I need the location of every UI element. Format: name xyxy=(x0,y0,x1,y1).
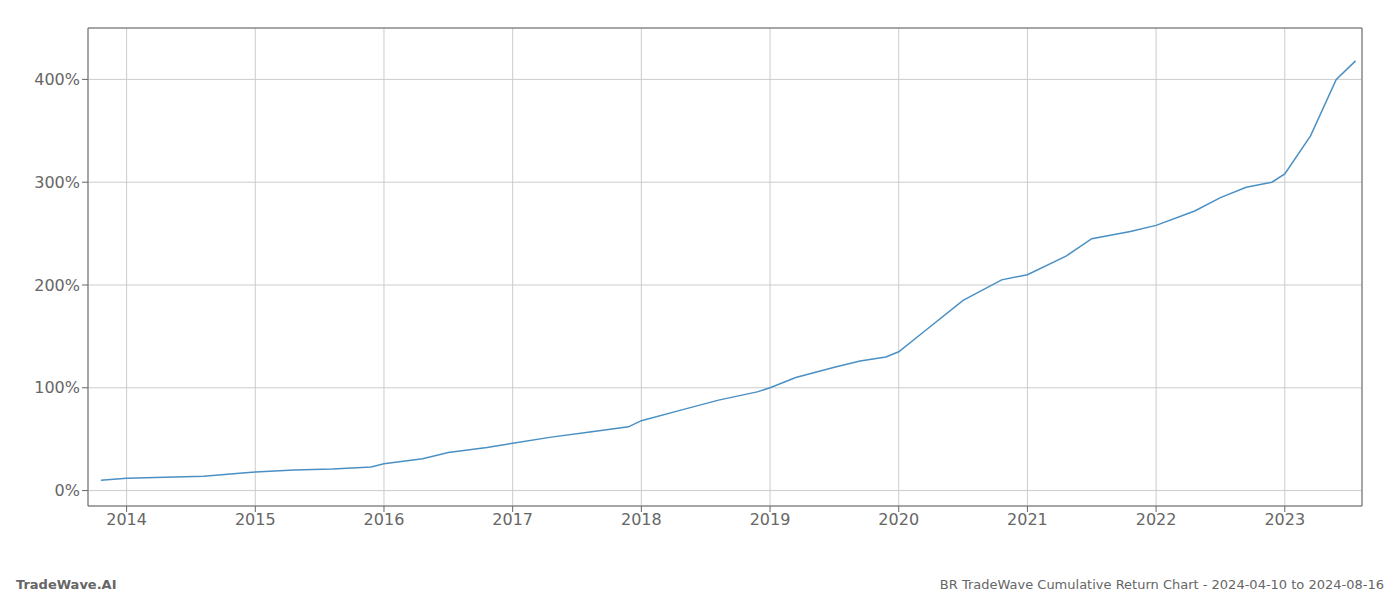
svg-text:400%: 400% xyxy=(34,70,80,89)
svg-text:300%: 300% xyxy=(34,173,80,192)
svg-text:2015: 2015 xyxy=(235,510,276,529)
svg-text:2017: 2017 xyxy=(492,510,533,529)
svg-text:2020: 2020 xyxy=(878,510,919,529)
svg-text:2016: 2016 xyxy=(364,510,405,529)
svg-text:2018: 2018 xyxy=(621,510,662,529)
svg-text:2023: 2023 xyxy=(1264,510,1305,529)
html-text:TradeWave.AI: TradeWave.AI xyxy=(16,577,117,592)
svg-text:0%: 0% xyxy=(55,481,80,500)
svg-text:2022: 2022 xyxy=(1136,510,1177,529)
html-text:BR TradeWave Cumulative Return: BR TradeWave Cumulative Return Chart - 2… xyxy=(939,577,1384,592)
svg-text:2019: 2019 xyxy=(750,510,791,529)
svg-text:2021: 2021 xyxy=(1007,510,1048,529)
svg-text:200%: 200% xyxy=(34,276,80,295)
svg-text:100%: 100% xyxy=(34,378,80,397)
svg-text:2014: 2014 xyxy=(106,510,147,529)
